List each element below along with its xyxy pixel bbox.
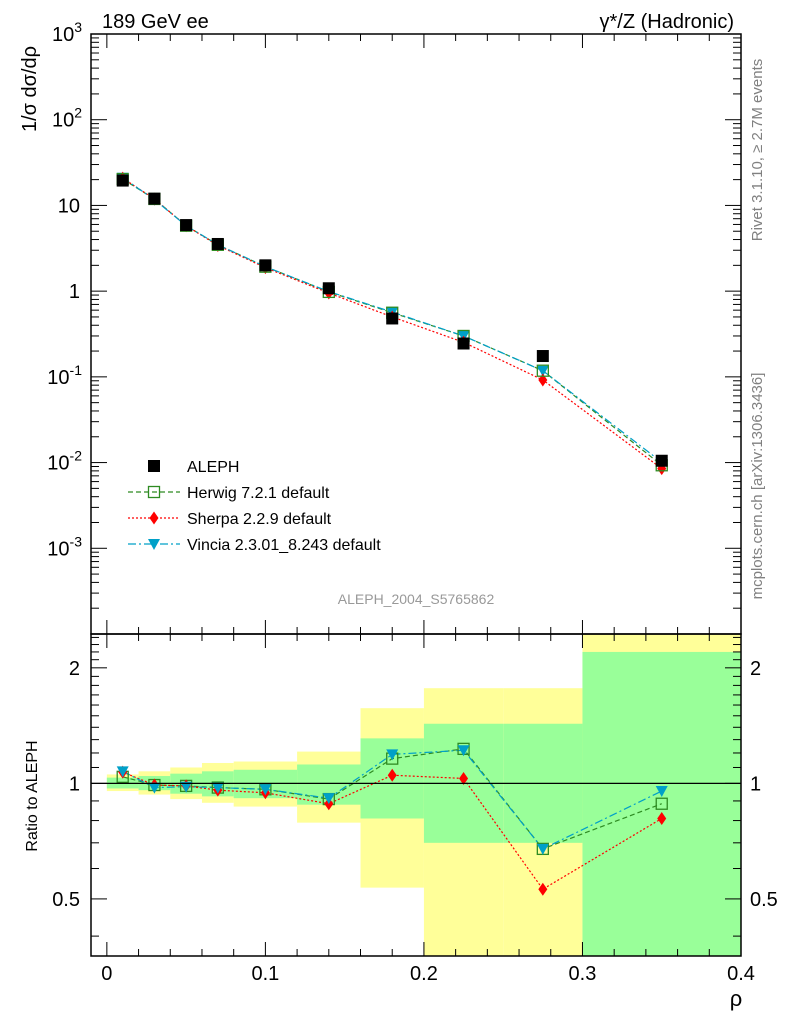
y-tick-label: 102: [52, 105, 82, 132]
ratio-point-vincia-2-3-01-8-243-default: [536, 843, 549, 855]
y-tick-label: 10-1: [47, 362, 82, 389]
legend-label: Vincia 2.3.01_8.243 default: [187, 537, 381, 554]
series-line-sherpa-2-2-9-default: [122, 177, 663, 470]
legend-item-herwig-7-2-1-default: Herwig 7.2.1 default: [128, 485, 330, 502]
analysis-label: ALEPH_2004_S5765862: [338, 591, 495, 607]
x-tick-label: 0.2: [410, 963, 438, 985]
data-point-aleph: [259, 259, 272, 272]
ratio-point-vincia-2-3-01-8-243-default: [211, 782, 224, 794]
ratio-point-vincia-2-3-01-8-243-default: [386, 749, 399, 761]
data-point-aleph: [655, 454, 668, 467]
legend-marker: [149, 511, 159, 525]
series-line-vincia-2-3-01-8-243-default: [122, 177, 663, 463]
ratio-point-vincia-2-3-01-8-243-default: [457, 745, 470, 757]
ratio-point-vincia-2-3-01-8-243-default: [180, 781, 193, 793]
data-point-aleph: [148, 192, 161, 205]
y-tick-label: 10-3: [47, 533, 82, 560]
x-axis-label: ρ: [730, 986, 743, 1011]
ratio-point-vincia-2-3-01-8-243-default: [259, 784, 272, 796]
legend-label: ALEPH: [187, 459, 239, 476]
legend: ALEPH Herwig 7.2.1 default Sherpa 2.2.9 de…: [128, 459, 381, 554]
data-point-herwig-7-2-1-default: [536, 364, 549, 377]
legend-item-vincia-2-3-01-8-243-default: Vincia 2.3.01_8.243 default: [128, 537, 381, 554]
header-right: γ*/Z (Hadronic): [600, 11, 734, 33]
legend-label: Herwig 7.2.1 default: [187, 485, 330, 502]
data-point-aleph: [211, 237, 224, 250]
y-axis-label-ratio: Ratio to ALEPH: [24, 740, 41, 851]
data-point-aleph: [457, 337, 470, 350]
ratio-y-tick-label-right: 1: [750, 773, 761, 795]
ratio-panel-frame: [90, 633, 742, 957]
ratio-y-tick-label-right: 0.5: [750, 889, 778, 911]
ratio-point-sherpa-2-2-9-default: [657, 811, 667, 825]
ratio-point-sherpa-2-2-9-default: [538, 882, 548, 896]
ratio-point-sherpa-2-2-9-default: [387, 768, 397, 782]
ratio-line-vincia-2-3-01-8-243-default: [122, 749, 662, 850]
ratio-point-vincia-2-3-01-8-243-default: [116, 766, 129, 778]
x-tick-label: 0: [101, 963, 112, 985]
ratio-y-tick-label-right: 2: [750, 658, 761, 680]
ratio-point-sherpa-2-2-9-default: [459, 771, 469, 785]
ratio-y-tick-label-left: 0.5: [52, 889, 80, 911]
legend-item-sherpa-2-2-9-default: Sherpa 2.2.9 default: [128, 511, 332, 528]
legend-marker: [148, 539, 160, 550]
rivet-version-label: Rivet 3.1.10, ≥ 2.7M events: [749, 59, 766, 242]
x-tick-label: 0.4: [727, 963, 755, 985]
ratio-point-vincia-2-3-01-8-243-default: [322, 793, 335, 805]
mcplots-label: mcplots.cern.ch [arXiv:1306.3436]: [749, 373, 766, 600]
y-tick-label: 10-2: [47, 448, 82, 475]
data-point-aleph: [386, 312, 399, 325]
data-point-aleph: [322, 282, 335, 295]
legend-marker: [147, 485, 161, 499]
header-left: 189 GeV ee: [102, 11, 209, 33]
legend-label: Sherpa 2.2.9 default: [187, 511, 332, 528]
ratio-y-tick-label-left: 2: [69, 658, 80, 680]
ratio-point-vincia-2-3-01-8-243-default: [655, 786, 668, 798]
ratio-point-vincia-2-3-01-8-243-default: [148, 782, 161, 794]
ratio-y-tick-label-left: 1: [69, 773, 80, 795]
data-point-aleph: [536, 350, 549, 363]
y-tick-label: 1: [69, 281, 80, 303]
x-tick-label: 0.1: [251, 963, 279, 985]
legend-marker: [148, 460, 160, 472]
y-axis-label-main: 1/σ dσ/dρ: [19, 46, 41, 132]
y-tick-label: 103: [52, 19, 82, 46]
x-tick-label: 0.3: [569, 963, 597, 985]
data-point-sherpa-2-2-9-default: [538, 373, 548, 387]
ratio-point-herwig-7-2-1-default: [655, 797, 668, 810]
legend-item-aleph: ALEPH: [148, 459, 239, 476]
data-point-aleph: [180, 219, 193, 232]
data-point-aleph: [116, 174, 129, 187]
data-point-vincia-2-3-01-8-243-default: [536, 365, 549, 377]
ratio-line-sherpa-2-2-9-default: [122, 771, 663, 890]
y-tick-label: 10: [58, 195, 80, 217]
